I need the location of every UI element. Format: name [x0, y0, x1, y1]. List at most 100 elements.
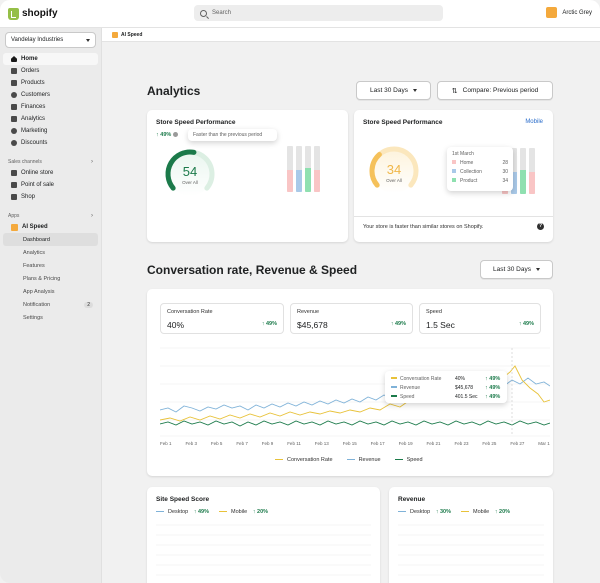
- sidebar-item-point-of-sale[interactable]: Point of sale: [3, 179, 98, 191]
- sidebar-item-label: Products: [21, 80, 45, 86]
- legend-item-mobile[interactable]: Mobile ↑ 20%: [461, 509, 510, 515]
- legend-swatch: [219, 510, 228, 513]
- legend-item-conversion-rate[interactable]: Conversation Rate: [275, 457, 333, 463]
- sidebar-subitem-analytics[interactable]: Analytics: [3, 246, 98, 259]
- store-avatar-icon: [546, 7, 558, 18]
- tab-mobile[interactable]: Mobile: [525, 119, 543, 125]
- legend-swatch: [398, 510, 406, 513]
- sidebar-item-discounts[interactable]: Discounts: [3, 137, 98, 149]
- x-tick-label: Feb 19: [398, 441, 413, 446]
- x-tick-label: Feb 7: [236, 441, 248, 446]
- sidebar-item-label: Customers: [21, 92, 51, 98]
- pos-icon: [11, 182, 17, 188]
- search-input[interactable]: Search: [194, 5, 443, 21]
- store-selector[interactable]: Vandelay Industries: [5, 32, 96, 48]
- legend-trend: 20%: [257, 509, 269, 515]
- x-tick-label: Feb 17: [370, 441, 385, 446]
- stat-revenue: Revenue $45,678 ↑ 49%: [290, 303, 413, 334]
- legend-item-mobile[interactable]: Mobile ↑ 20%: [219, 509, 268, 515]
- compare-button[interactable]: ⇅ Compare: Previous period: [437, 81, 553, 100]
- legend-item-desktop[interactable]: Desktop ↑ 30%: [398, 509, 451, 515]
- ai-speed-app-icon: [112, 31, 118, 38]
- legend-swatch: [452, 160, 456, 164]
- sidebar-item-shop[interactable]: Shop: [3, 191, 98, 203]
- sidebar-item-ai-speed[interactable]: AI Speed: [3, 221, 98, 233]
- speed-score-label: Over All: [182, 180, 198, 185]
- top-bar: shopify Search Arctic Grey: [0, 0, 600, 28]
- chevron-down-icon: [412, 89, 417, 92]
- sidebar-item-home[interactable]: Home: [3, 53, 98, 65]
- store-account-menu[interactable]: Arctic Grey: [546, 7, 592, 18]
- shopify-logo[interactable]: shopify: [8, 7, 58, 20]
- legend-swatch: [394, 458, 403, 461]
- x-tick-label: Feb 23: [454, 441, 469, 446]
- stat-trend: ↑ 49%: [391, 321, 406, 327]
- legend-item-desktop[interactable]: Desktop ↑ 49%: [156, 509, 209, 515]
- swap-arrows-icon: ⇅: [451, 87, 458, 95]
- sidebar-subitem-app-analysis[interactable]: App Analysis: [3, 285, 98, 298]
- stat-trend-value: 49%: [265, 321, 277, 327]
- help-icon[interactable]: ?: [537, 223, 544, 230]
- info-icon[interactable]: [172, 132, 178, 138]
- stat-trend: ↑ 49%: [519, 321, 534, 327]
- speed-breakdown-tooltip: 1st March Home 28 Collection 30 Product 34: [447, 147, 513, 191]
- tooltip-row-trend: 49%: [489, 384, 501, 391]
- arrow-up-icon: ↑: [485, 384, 488, 391]
- discounts-icon: [11, 140, 17, 146]
- x-tick-label: Feb 25: [482, 441, 497, 446]
- products-icon: [11, 80, 17, 86]
- speed-gauge-mobile: 34 Over All: [369, 146, 419, 193]
- sidebar-subitem-settings[interactable]: Settings: [3, 311, 98, 324]
- stat-label: Speed: [426, 309, 442, 315]
- subitem-label: Dashboard: [23, 236, 50, 243]
- sidebar-item-marketing[interactable]: Marketing: [3, 125, 98, 137]
- sidebar-subitem-notification[interactable]: Notification 2: [3, 298, 98, 311]
- tooltip-date: 1st March: [452, 151, 474, 157]
- legend-label: Desktop: [410, 509, 431, 515]
- mini-bar: [287, 146, 293, 192]
- sidebar-item-label: Shop: [21, 194, 36, 200]
- legend-swatch: [452, 169, 456, 173]
- tooltip-row-value: 40%: [455, 375, 466, 382]
- sidebar-item-label: Home: [21, 56, 38, 62]
- sidebar-item-online-store[interactable]: Online store: [3, 167, 98, 179]
- section-title-conversion: Conversation rate, Revenue & Speed: [147, 263, 358, 277]
- tooltip-row-label: Conversation Rate: [400, 375, 442, 382]
- section-label: Sales channels: [8, 159, 42, 165]
- sidebar-item-analytics[interactable]: Analytics: [3, 113, 98, 125]
- store-speed-card-desktop: Store Speed Performance ↑ 49% Faster tha…: [147, 110, 348, 242]
- store-selector-label: Vandelay Industries: [11, 37, 64, 43]
- finances-icon: [11, 104, 17, 110]
- legend-item-speed[interactable]: Speed: [394, 457, 423, 463]
- period-select-button[interactable]: Last 30 Days: [356, 81, 431, 100]
- sidebar-item-finances[interactable]: Finances: [3, 101, 98, 113]
- site-speed-legend: Desktop ↑ 49% Mobile ↑ 20%: [156, 509, 268, 515]
- conversion-period-button[interactable]: Last 30 Days: [480, 260, 553, 279]
- tooltip-row-value: 34: [502, 178, 508, 184]
- tooltip-row: Conversation Rate 40% ↑ 49%: [391, 374, 501, 383]
- arrow-up-icon: ↑: [193, 509, 197, 515]
- sidebar-item-label: Finances: [21, 104, 46, 110]
- legend-swatch: [275, 458, 283, 461]
- legend-item-revenue[interactable]: Revenue: [346, 457, 381, 463]
- legend-trend: 20%: [499, 509, 511, 515]
- legend-swatch: [452, 178, 456, 182]
- sidebar-subitem-dashboard[interactable]: Dashboard: [3, 233, 98, 246]
- sidebar-subitem-plans-pricing[interactable]: Plans & Pricing: [3, 272, 98, 285]
- card-title: Store Speed Performance: [156, 119, 236, 126]
- search-icon: [200, 9, 207, 17]
- tooltip-row: Revenue $45,678 ↑ 49%: [391, 383, 501, 392]
- period-select-label: Last 30 Days: [493, 266, 531, 273]
- sidebar-item-orders[interactable]: Orders: [3, 65, 98, 77]
- apps-header[interactable]: Apps ›: [0, 211, 101, 221]
- sidebar-item-label: AI Speed: [22, 224, 48, 230]
- stat-label: Conversation Rate: [167, 309, 213, 315]
- ai-speed-app-icon: [11, 223, 18, 231]
- sidebar-subitem-features[interactable]: Features: [3, 259, 98, 272]
- search-placeholder: Search: [212, 10, 232, 16]
- sidebar-item-products[interactable]: Products: [3, 77, 98, 89]
- subitem-label: Settings: [23, 314, 43, 321]
- sidebar-item-customers[interactable]: Customers: [3, 89, 98, 101]
- sales-channels-header[interactable]: Sales channels ›: [0, 157, 101, 167]
- arrow-up-icon: ↑: [485, 375, 488, 382]
